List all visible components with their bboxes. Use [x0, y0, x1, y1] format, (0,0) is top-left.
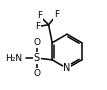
Text: F: F — [37, 11, 42, 20]
Text: F: F — [54, 10, 59, 19]
Text: F: F — [35, 22, 40, 31]
Text: H₂N: H₂N — [5, 54, 22, 63]
Text: O: O — [33, 69, 40, 78]
Text: N: N — [63, 63, 71, 73]
Text: S: S — [34, 53, 40, 63]
Text: O: O — [33, 38, 40, 47]
